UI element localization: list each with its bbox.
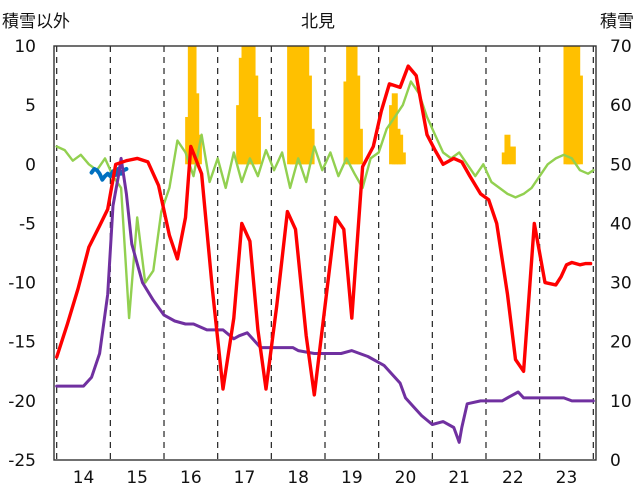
y-tick-right: 0	[610, 451, 621, 471]
y-tick-right: 10	[610, 392, 632, 412]
snow-bar	[397, 134, 404, 165]
y-tick-left: 0	[25, 155, 36, 175]
x-tick: 14	[73, 468, 95, 488]
y-tick-left: -15	[8, 333, 36, 353]
snow-bar	[354, 75, 361, 165]
series-line-blue	[89, 167, 129, 182]
y-tick-right: 50	[610, 155, 632, 175]
snow-bar	[254, 116, 261, 165]
y-tick-right: 20	[610, 333, 632, 353]
y-axis-left-ticks: 10 5 0 -5 -10 -15 -20 -25	[8, 37, 36, 471]
x-tick: 18	[287, 468, 309, 488]
y-tick-right: 60	[610, 96, 632, 116]
series-line-purple	[55, 156, 595, 444]
y-tick-left: -25	[8, 451, 36, 471]
x-tick: 20	[395, 468, 417, 488]
x-tick: 22	[502, 468, 524, 488]
x-tick: 23	[556, 468, 578, 488]
axes-frame	[53, 45, 597, 461]
snow-bar	[356, 128, 363, 165]
snow-bar	[193, 93, 200, 165]
grid-lines	[56, 46, 594, 460]
snow-bar	[399, 152, 406, 165]
series-lines	[55, 64, 595, 444]
snow-bar	[308, 128, 315, 165]
y-tick-right: 70	[610, 37, 632, 57]
snow-bar	[391, 93, 398, 165]
y-axis-right-label: 積雪	[600, 12, 634, 32]
series-line-red	[55, 64, 593, 397]
snow-bar	[576, 75, 583, 165]
y-tick-left: 10	[14, 37, 36, 57]
y-tick-left: -20	[8, 392, 36, 412]
x-tick: 21	[448, 468, 470, 488]
y-axis-left-label: 積雪以外	[2, 12, 70, 32]
y-tick-left: 5	[25, 96, 36, 116]
plot-border	[53, 45, 597, 461]
x-tick: 16	[180, 468, 202, 488]
snow-bar	[509, 146, 516, 165]
x-tick: 17	[234, 468, 256, 488]
y-axis-right-ticks: 70 60 50 40 30 20 10 0	[610, 37, 632, 471]
snow-bar	[504, 134, 511, 165]
y-tick-right: 30	[610, 274, 632, 294]
x-tick: 15	[126, 468, 148, 488]
snow-bar	[305, 75, 312, 165]
x-tick: 19	[341, 468, 363, 488]
y-tick-right: 40	[610, 214, 632, 234]
y-tick-left: -10	[8, 274, 36, 294]
x-axis-ticks: 14 15 16 17 18 19 20 21 22 23	[73, 468, 578, 488]
y-tick-left: -5	[19, 214, 36, 234]
series-line-green	[55, 80, 595, 320]
chart-title: 北見	[301, 12, 335, 32]
snow-bars	[185, 46, 583, 165]
